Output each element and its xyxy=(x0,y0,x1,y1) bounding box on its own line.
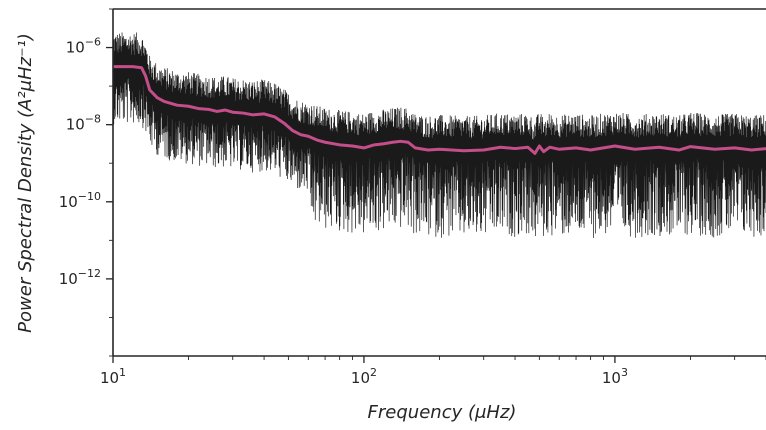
x-tick-label: 102 xyxy=(351,366,377,387)
raw-spectrum-line xyxy=(112,32,766,238)
raw-spectrum-noise xyxy=(112,32,766,238)
left-mask xyxy=(0,0,113,430)
x-axis-label: Frequency (μHz) xyxy=(368,402,517,423)
x-tick-label: 103 xyxy=(602,366,628,387)
y-tick-label: 10−6 xyxy=(66,36,101,57)
tick-labels: 101 102 103 10−6 10−8 10−10 10−12 xyxy=(59,36,628,387)
x-tick-label: 101 xyxy=(100,366,126,387)
smoothed-spectrum-line xyxy=(113,65,766,155)
tick-marks xyxy=(106,8,766,363)
y-tick-label: 10−12 xyxy=(59,267,101,288)
y-tick-label: 10−8 xyxy=(66,113,101,134)
top-mask xyxy=(0,0,766,9)
y-tick-label: 10−10 xyxy=(59,190,101,211)
series-layer xyxy=(113,65,766,155)
bottom-mask xyxy=(0,356,766,430)
y-axis-label: Power Spectral Density (A²μHz⁻¹) xyxy=(15,33,36,333)
